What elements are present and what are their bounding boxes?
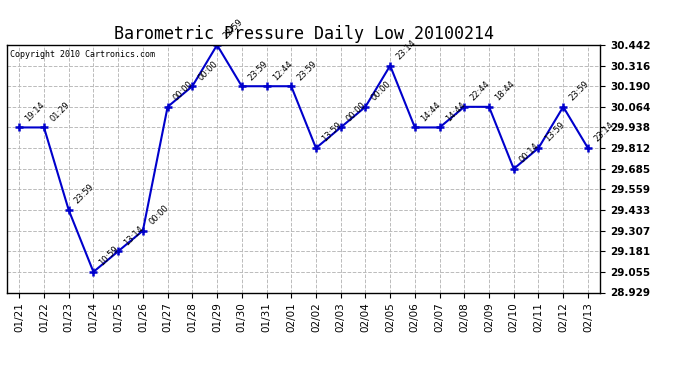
Title: Barometric Pressure Daily Low 20100214: Barometric Pressure Daily Low 20100214 (114, 26, 493, 44)
Text: 00:00: 00:00 (147, 203, 170, 226)
Text: 23:59: 23:59 (246, 59, 269, 82)
Text: 13:14: 13:14 (122, 224, 146, 247)
Text: 23:14: 23:14 (394, 38, 417, 62)
Text: Copyright 2010 Cartronics.com: Copyright 2010 Cartronics.com (10, 50, 155, 59)
Text: 23:59: 23:59 (567, 80, 591, 103)
Text: 13:59: 13:59 (320, 121, 344, 144)
Text: 23:59: 23:59 (73, 183, 96, 206)
Text: 14:44: 14:44 (419, 100, 442, 123)
Text: 00:00: 00:00 (370, 80, 393, 103)
Text: 10:59: 10:59 (97, 244, 121, 268)
Text: 12:44: 12:44 (270, 59, 294, 82)
Text: 22:44: 22:44 (469, 80, 492, 103)
Text: 19:14: 19:14 (23, 100, 47, 123)
Text: 00:14: 00:14 (518, 141, 541, 165)
Text: 23:59: 23:59 (295, 59, 319, 82)
Text: 00:00: 00:00 (345, 100, 368, 123)
Text: 23:14: 23:14 (592, 121, 615, 144)
Text: 00:00: 00:00 (197, 59, 219, 82)
Text: 22:59: 22:59 (221, 18, 244, 41)
Text: 14:44: 14:44 (444, 100, 467, 123)
Text: 18:44: 18:44 (493, 80, 516, 103)
Text: 01:29: 01:29 (48, 100, 71, 123)
Text: 00:00: 00:00 (172, 80, 195, 103)
Text: 13:59: 13:59 (542, 121, 566, 144)
